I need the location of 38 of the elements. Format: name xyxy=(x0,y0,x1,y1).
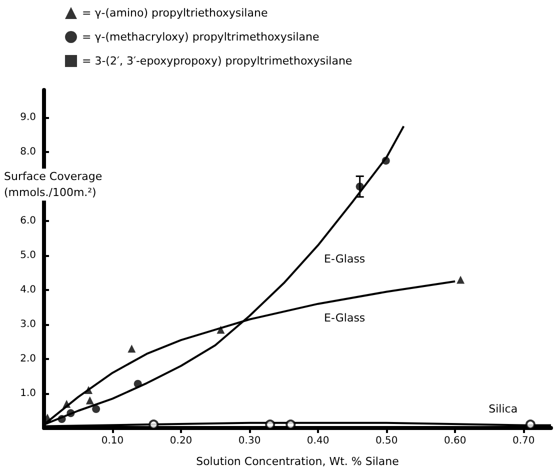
x-axis-title: Solution Concentration, Wt. % Silane xyxy=(196,455,400,468)
point xyxy=(286,420,296,430)
legend-label: = 3-(2′, 3′-epoxypropoxy) propyltrimethoxysilane xyxy=(82,54,352,68)
x-tick-label: 0.60 xyxy=(444,436,466,446)
x-tick-label: 0.50 xyxy=(375,436,398,446)
point xyxy=(92,405,100,414)
point xyxy=(216,326,225,334)
y-tick-label: 1.0 xyxy=(20,388,36,400)
point xyxy=(86,396,94,404)
y-tick-label: 5.0 xyxy=(20,250,36,262)
legend-label: = γ-(amino) propyltriethoxysilane xyxy=(82,6,268,20)
y-tick-label: 4.0 xyxy=(20,284,36,296)
y-tick-label: 8.0 xyxy=(20,146,36,158)
series-label: E-Glass xyxy=(324,311,366,324)
y-tick-label: 9.0 xyxy=(20,112,36,124)
y-tick-label: 6.0 xyxy=(20,216,36,227)
x-tick-label: 0.40 xyxy=(306,436,330,446)
series-label: Silica xyxy=(488,402,518,416)
x-tick-label: 0.30 xyxy=(238,436,261,446)
x-tick-label: 0.20 xyxy=(170,436,192,446)
point xyxy=(456,276,465,284)
x-tick-label: 0.70 xyxy=(512,436,535,446)
y-tick-label: 3.0 xyxy=(20,319,36,330)
point xyxy=(62,400,71,408)
series-label: E-Glass xyxy=(324,252,366,266)
x-tick-label: 0.10 xyxy=(101,436,124,446)
point xyxy=(525,420,536,430)
point xyxy=(382,156,390,165)
point xyxy=(128,344,136,353)
point xyxy=(84,386,93,394)
point xyxy=(134,380,142,388)
point xyxy=(265,420,276,430)
y-axis-title: Surface Coverage (mmols./100m.²) xyxy=(4,170,102,200)
point xyxy=(148,420,159,430)
legend-label: = γ-(methacryloxy) propyltrimethoxysilane xyxy=(82,30,320,44)
y-tick-label: 2.0 xyxy=(20,354,36,365)
point xyxy=(66,409,75,418)
point xyxy=(58,415,66,424)
